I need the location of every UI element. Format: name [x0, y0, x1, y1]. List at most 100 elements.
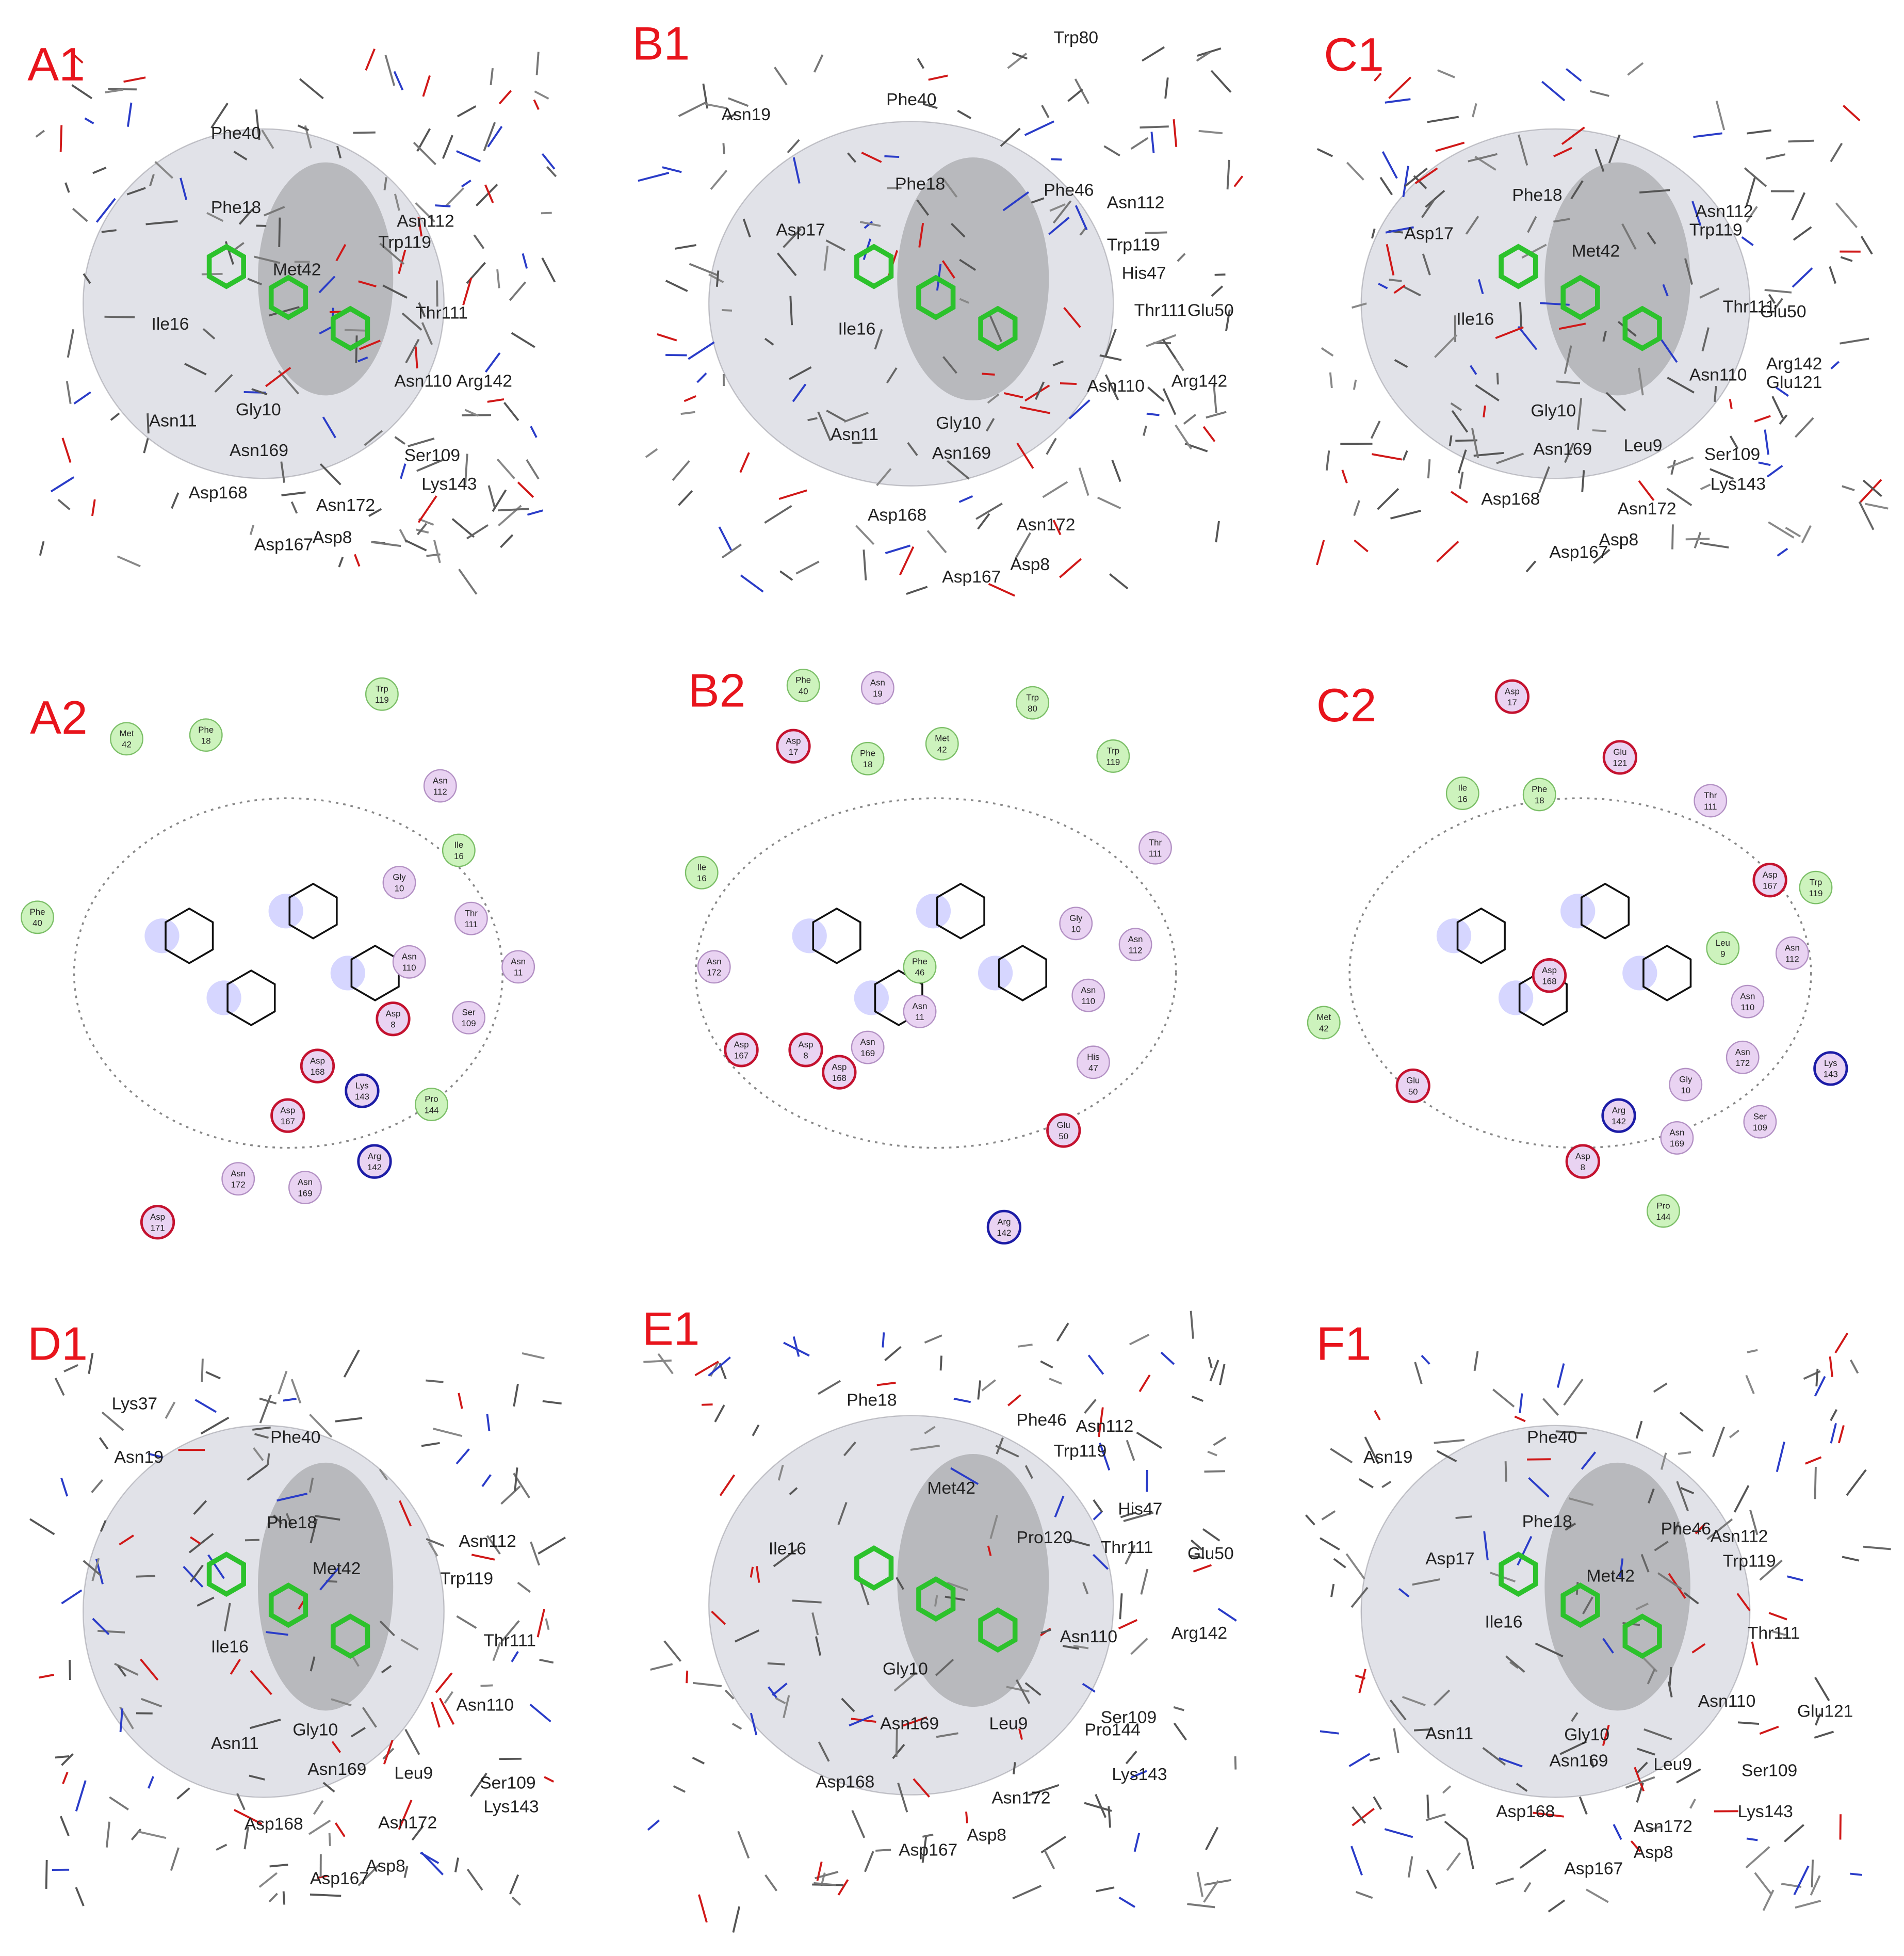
residue-label: Ser109 [404, 446, 460, 465]
residue-name: Trp [1107, 746, 1120, 756]
residue-label: Asn112 [397, 212, 454, 231]
stick [148, 1776, 154, 1789]
stick [1693, 132, 1722, 138]
stick [486, 1414, 491, 1431]
stick [194, 1399, 217, 1413]
stick [458, 569, 478, 595]
stick [259, 1397, 277, 1405]
stick [1024, 1465, 1033, 1479]
stick [1469, 365, 1477, 375]
stick [141, 1698, 162, 1708]
residue-label: Asn169 [1549, 1751, 1608, 1770]
stick [1421, 199, 1436, 218]
stick [216, 1844, 227, 1851]
stick [692, 1682, 722, 1687]
residue-label: Asp168 [189, 483, 248, 503]
residue-label: Phe40 [211, 124, 261, 143]
stick [689, 263, 718, 276]
stick [1619, 1558, 1624, 1578]
stick [193, 1500, 207, 1515]
stick [538, 1537, 566, 1555]
residue-number: 40 [799, 686, 808, 696]
residue-number: 50 [1059, 1131, 1068, 1141]
residue-number: 18 [863, 759, 873, 769]
panel-label: D1 [27, 1317, 88, 1370]
stick [674, 244, 696, 250]
stick [1590, 90, 1609, 97]
stick [405, 338, 420, 364]
stick [400, 1639, 419, 1651]
residue-number: 112 [1785, 954, 1799, 964]
residue-number: 109 [1753, 1123, 1767, 1133]
stick [1829, 266, 1837, 284]
stick [874, 329, 883, 350]
stick [1666, 488, 1693, 507]
stick [517, 1581, 531, 1593]
stick [265, 367, 291, 387]
stick [863, 549, 867, 580]
stick [1093, 1511, 1102, 1521]
stick [1834, 1332, 1849, 1353]
residue-circle [423, 769, 457, 803]
residue-number: 40 [32, 918, 42, 928]
stick [1670, 460, 1676, 475]
stick [1653, 1382, 1668, 1393]
residue-number: 168 [310, 1067, 324, 1077]
stick [83, 273, 91, 284]
residue-label: Ile16 [838, 320, 875, 339]
stick [331, 1741, 341, 1753]
stick [807, 417, 818, 422]
stick [1012, 52, 1028, 60]
stick [740, 574, 764, 593]
stick [1605, 392, 1626, 412]
stick [1764, 429, 1769, 455]
stick [1627, 62, 1644, 76]
stick [435, 1672, 453, 1693]
stick [1041, 105, 1050, 118]
stick [1320, 1730, 1339, 1735]
stick [498, 90, 512, 105]
residue-label: Gly10 [292, 1720, 338, 1739]
exposure [1436, 918, 1472, 953]
stick [379, 1468, 388, 1481]
stick [92, 1618, 110, 1636]
residue-name: Asp [799, 1040, 813, 1049]
residue-label: Lys143 [1112, 1765, 1167, 1784]
stick [1354, 539, 1369, 553]
stick [1785, 526, 1801, 538]
stick [1381, 1481, 1392, 1488]
residue-circle [1522, 778, 1556, 812]
residue-name: Gly [1069, 913, 1083, 923]
stick [1509, 1661, 1519, 1669]
exposure [144, 918, 180, 953]
stick [1784, 1824, 1804, 1842]
residue-name: Asn [298, 1177, 313, 1187]
stick [1217, 1608, 1237, 1622]
stick [1373, 1796, 1382, 1810]
stick [1523, 1882, 1532, 1893]
stick [61, 1589, 83, 1605]
residue-name: Met [119, 729, 134, 738]
residue-circle [189, 718, 223, 752]
residue-circle [1307, 1006, 1341, 1040]
stick [1683, 1592, 1699, 1605]
residue-name: Met [1316, 1012, 1331, 1022]
stick [1434, 334, 1458, 358]
stick [1473, 451, 1504, 457]
stick [1143, 425, 1147, 436]
panel: Phe40 Phe18 Asn112 Met42 Trp119 Ile16 Thr111 Gl… [27, 38, 557, 595]
residue-name: Asn [1669, 1128, 1684, 1138]
stick [1455, 1515, 1473, 1519]
surface [1544, 162, 1690, 396]
stick [1542, 1398, 1559, 1416]
stick [1202, 426, 1216, 442]
stick [60, 1478, 69, 1497]
stick [1215, 521, 1220, 543]
residue-label: Trp119 [1689, 220, 1743, 239]
stick [825, 239, 845, 251]
stick [1657, 1572, 1682, 1590]
stick [715, 270, 720, 287]
stick [365, 48, 376, 71]
stick [335, 1417, 363, 1422]
stick [1635, 1420, 1643, 1439]
